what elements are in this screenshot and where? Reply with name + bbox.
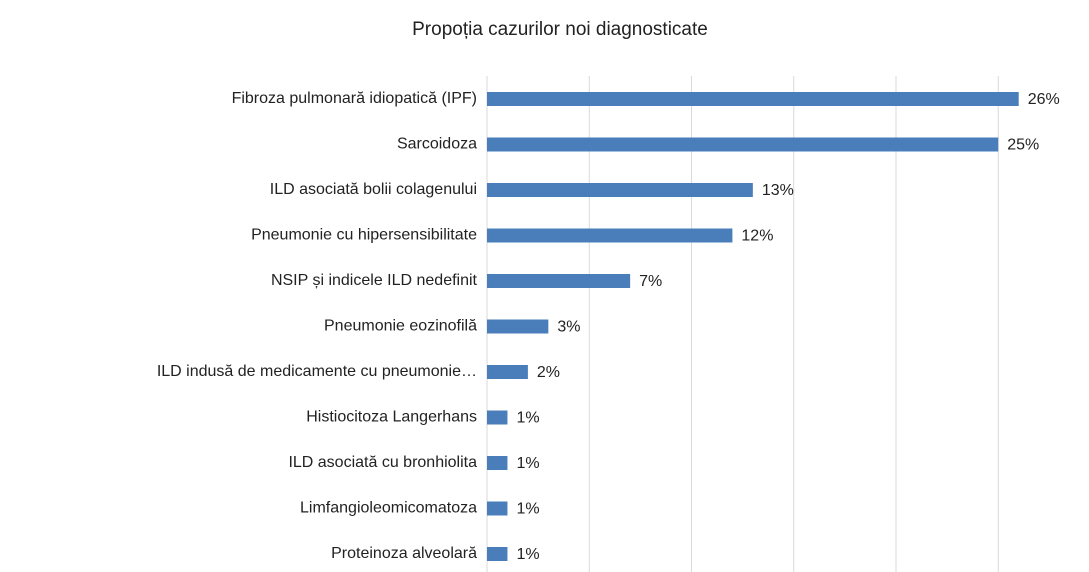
value-label: 12% — [741, 228, 773, 245]
value-label: 25% — [1007, 137, 1039, 154]
bar — [487, 137, 999, 152]
bar — [487, 456, 508, 470]
category-label: Fibroza pulmonară idiopatică (IPF) — [232, 90, 477, 107]
category-label: NSIP și indicele ILD nedefinit — [271, 272, 478, 289]
bar — [487, 410, 508, 425]
value-label: 1% — [516, 455, 539, 472]
bar — [487, 92, 1019, 106]
bar — [487, 501, 508, 516]
bar — [487, 274, 631, 288]
bar — [487, 228, 733, 243]
value-label: 1% — [516, 546, 539, 563]
category-label: Proteinoza alveolară — [331, 545, 477, 562]
value-label: 1% — [516, 410, 539, 427]
category-label: ILD indusă de medicamente cu pneumonie… — [157, 363, 477, 380]
chart-title: Propoția cazurilor noi diagnosticate — [412, 19, 708, 40]
category-label: Limfangioleomicomatoza — [300, 500, 477, 517]
bar — [487, 183, 753, 197]
value-label: 3% — [557, 319, 580, 336]
value-label: 1% — [516, 501, 539, 518]
category-label: Histiocitoza Langerhans — [306, 409, 477, 426]
category-label: ILD asociată cu bronhiolita — [288, 454, 477, 471]
value-label: 13% — [762, 182, 794, 199]
category-label: Pneumonie cu hipersensibilitate — [251, 227, 477, 244]
value-label: 2% — [537, 364, 560, 381]
bar — [487, 365, 528, 379]
category-label: ILD asociată bolii colagenului — [270, 181, 477, 198]
value-label: 26% — [1028, 91, 1060, 108]
bar — [487, 547, 508, 561]
value-label: 7% — [639, 273, 662, 290]
bar — [487, 319, 549, 334]
category-label: Pneumonie eozinofilă — [324, 318, 477, 335]
category-label: Sarcoidoza — [397, 136, 477, 153]
